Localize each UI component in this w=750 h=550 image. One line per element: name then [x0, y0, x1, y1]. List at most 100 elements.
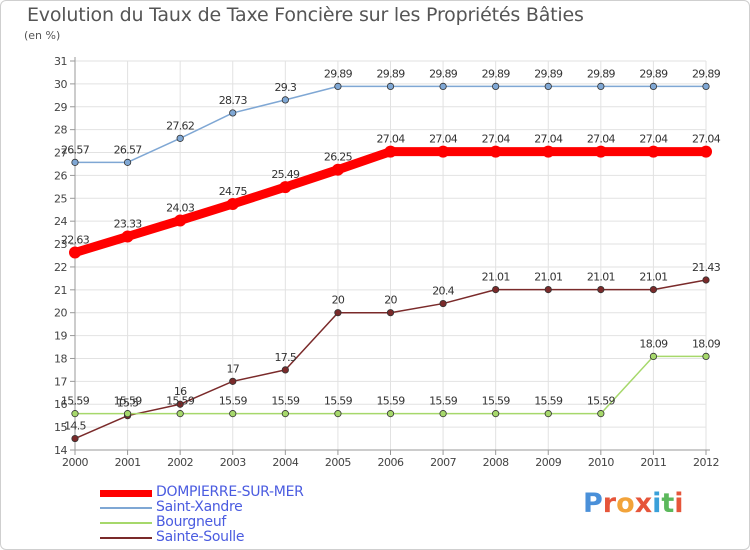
data-label: 21.43: [692, 261, 721, 274]
data-label: 15.59: [482, 395, 511, 408]
data-point: [702, 352, 710, 361]
data-label: 29.89: [482, 67, 511, 80]
y-tick-label: 31: [54, 55, 67, 68]
logo-letter: i: [674, 488, 684, 519]
logo-letter: t: [661, 488, 675, 519]
data-label: 15.59: [271, 395, 300, 408]
data-point: [702, 82, 710, 90]
data-point: [492, 82, 500, 90]
data-point: [281, 410, 289, 418]
x-tick-label: 2000: [62, 456, 88, 469]
data-label: 15.59: [61, 395, 90, 408]
data-label: 29.89: [639, 67, 668, 80]
data-point: [544, 285, 552, 294]
data-label: 21.01: [482, 271, 510, 284]
x-tick-label: 2008: [483, 456, 509, 469]
data-point: [594, 145, 607, 158]
legend-label: Sainte-Soulle: [156, 529, 245, 545]
data-label: 27.04: [692, 133, 721, 146]
data-label: 15.59: [114, 395, 143, 408]
data-point: [279, 181, 292, 194]
x-tick-label: 2002: [167, 456, 193, 469]
data-label: 23.33: [114, 218, 143, 231]
x-tick-label: 2005: [325, 456, 351, 469]
data-label: 24.75: [219, 185, 248, 198]
data-point: [489, 145, 502, 158]
x-tick-label: 2011: [640, 456, 666, 469]
logo-letter: x: [634, 488, 653, 519]
data-point: [544, 82, 552, 90]
data-label: 15.59: [166, 395, 195, 408]
data-point: [702, 276, 710, 284]
data-label: 27.04: [534, 133, 563, 146]
chart-legend: DOMPIERRE-SUR-MER Saint-Xandre Bourgneuf Sa…: [100, 485, 360, 545]
x-tick-label: 2006: [378, 456, 404, 469]
data-label: 15.59: [429, 395, 458, 408]
data-point: [386, 309, 395, 317]
data-label: 29.89: [429, 67, 458, 80]
legend-label: Saint-Xandre: [156, 499, 243, 515]
data-point: [121, 230, 134, 243]
y-tick-label: 19: [54, 330, 67, 343]
data-point: [176, 400, 184, 408]
y-tick-label: 25: [54, 192, 67, 205]
data-label: 29.3: [274, 81, 296, 94]
data-label: 16: [174, 385, 187, 398]
data-point: [71, 158, 79, 166]
data-point: [597, 82, 605, 90]
y-tick-label: 26: [54, 169, 67, 182]
x-tick-label: 2007: [430, 456, 456, 469]
data-label: 20.4: [432, 285, 454, 298]
y-tick-label: 16: [54, 398, 67, 411]
data-label: 29.89: [377, 67, 406, 80]
data-label: 20: [332, 294, 345, 307]
legend-swatch: [100, 507, 152, 509]
proxiti-logo: Proxiti: [583, 488, 684, 519]
legend-item: Saint-Xandre: [100, 500, 360, 515]
data-label: 15.5: [117, 397, 139, 410]
y-tick-label: 28: [54, 124, 67, 137]
data-point: [439, 82, 447, 90]
data-point: [176, 134, 184, 142]
legend-item: Sainte-Soulle: [100, 530, 360, 545]
data-label: 28.73: [219, 94, 248, 107]
data-point: [544, 410, 552, 418]
data-point: [700, 145, 712, 158]
x-tick-label: 2012: [693, 456, 719, 469]
logo-letter: i: [652, 488, 662, 519]
data-point: [647, 145, 660, 158]
legend-item: Bourgneuf: [100, 515, 360, 530]
data-point: [542, 145, 555, 158]
data-point: [176, 410, 184, 418]
data-label: 26.57: [114, 143, 143, 156]
legend-swatch: [100, 537, 152, 539]
data-point: [334, 309, 342, 317]
data-label: 17: [226, 362, 239, 375]
data-label: 29.89: [324, 67, 353, 80]
data-label: 21.01: [534, 271, 562, 284]
data-point: [492, 410, 500, 418]
data-point: [123, 158, 132, 166]
data-label: 27.04: [482, 133, 511, 146]
data-label: 27.04: [639, 133, 668, 146]
data-label: 24.03: [166, 201, 195, 214]
data-label: 27.62: [166, 119, 194, 132]
data-label: 15.59: [534, 395, 563, 408]
y-tick-label: 14: [54, 444, 67, 457]
data-label: 22.63: [61, 234, 90, 247]
data-label: 27.04: [377, 133, 406, 146]
data-point: [174, 214, 187, 227]
data-label: 21.01: [639, 271, 667, 284]
data-label: 27.04: [587, 133, 616, 146]
data-label: 18.09: [692, 337, 721, 350]
data-point: [384, 145, 397, 158]
logo-letter: o: [616, 488, 635, 519]
data-label: 15.59: [587, 395, 616, 408]
y-tick-label: 20: [54, 307, 67, 320]
y-tick-label: 27: [54, 147, 67, 160]
legend-swatch: [100, 522, 152, 524]
data-point: [71, 434, 79, 443]
data-label: 29.89: [692, 67, 721, 80]
